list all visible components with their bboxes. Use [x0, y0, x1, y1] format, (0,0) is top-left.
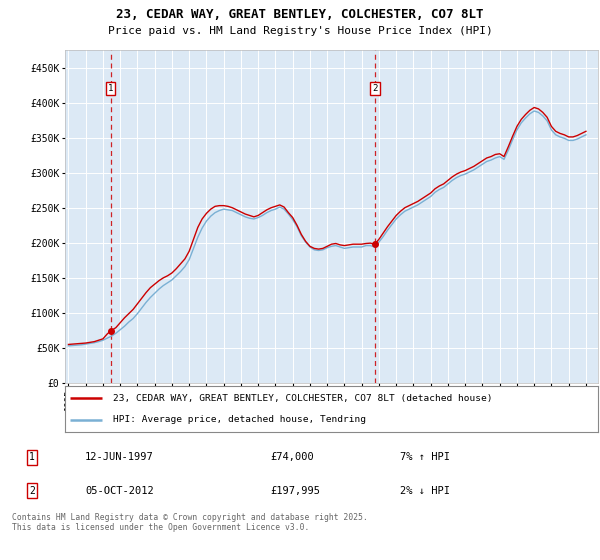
Text: 12-JUN-1997: 12-JUN-1997: [85, 452, 154, 463]
Text: Price paid vs. HM Land Registry's House Price Index (HPI): Price paid vs. HM Land Registry's House …: [107, 26, 493, 36]
Text: Contains HM Land Registry data © Crown copyright and database right 2025.
This d: Contains HM Land Registry data © Crown c…: [12, 513, 368, 533]
Text: £197,995: £197,995: [270, 486, 320, 496]
Text: 1: 1: [108, 84, 113, 93]
Text: £74,000: £74,000: [270, 452, 314, 463]
Text: 23, CEDAR WAY, GREAT BENTLEY, COLCHESTER, CO7 8LT (detached house): 23, CEDAR WAY, GREAT BENTLEY, COLCHESTER…: [113, 394, 493, 403]
Text: 2% ↓ HPI: 2% ↓ HPI: [400, 486, 450, 496]
Text: 23, CEDAR WAY, GREAT BENTLEY, COLCHESTER, CO7 8LT: 23, CEDAR WAY, GREAT BENTLEY, COLCHESTER…: [116, 8, 484, 21]
Text: 2: 2: [29, 486, 35, 496]
Text: 1: 1: [29, 452, 35, 463]
Text: 2: 2: [372, 84, 377, 93]
Text: 05-OCT-2012: 05-OCT-2012: [85, 486, 154, 496]
Text: 7% ↑ HPI: 7% ↑ HPI: [400, 452, 450, 463]
Text: HPI: Average price, detached house, Tendring: HPI: Average price, detached house, Tend…: [113, 415, 366, 424]
